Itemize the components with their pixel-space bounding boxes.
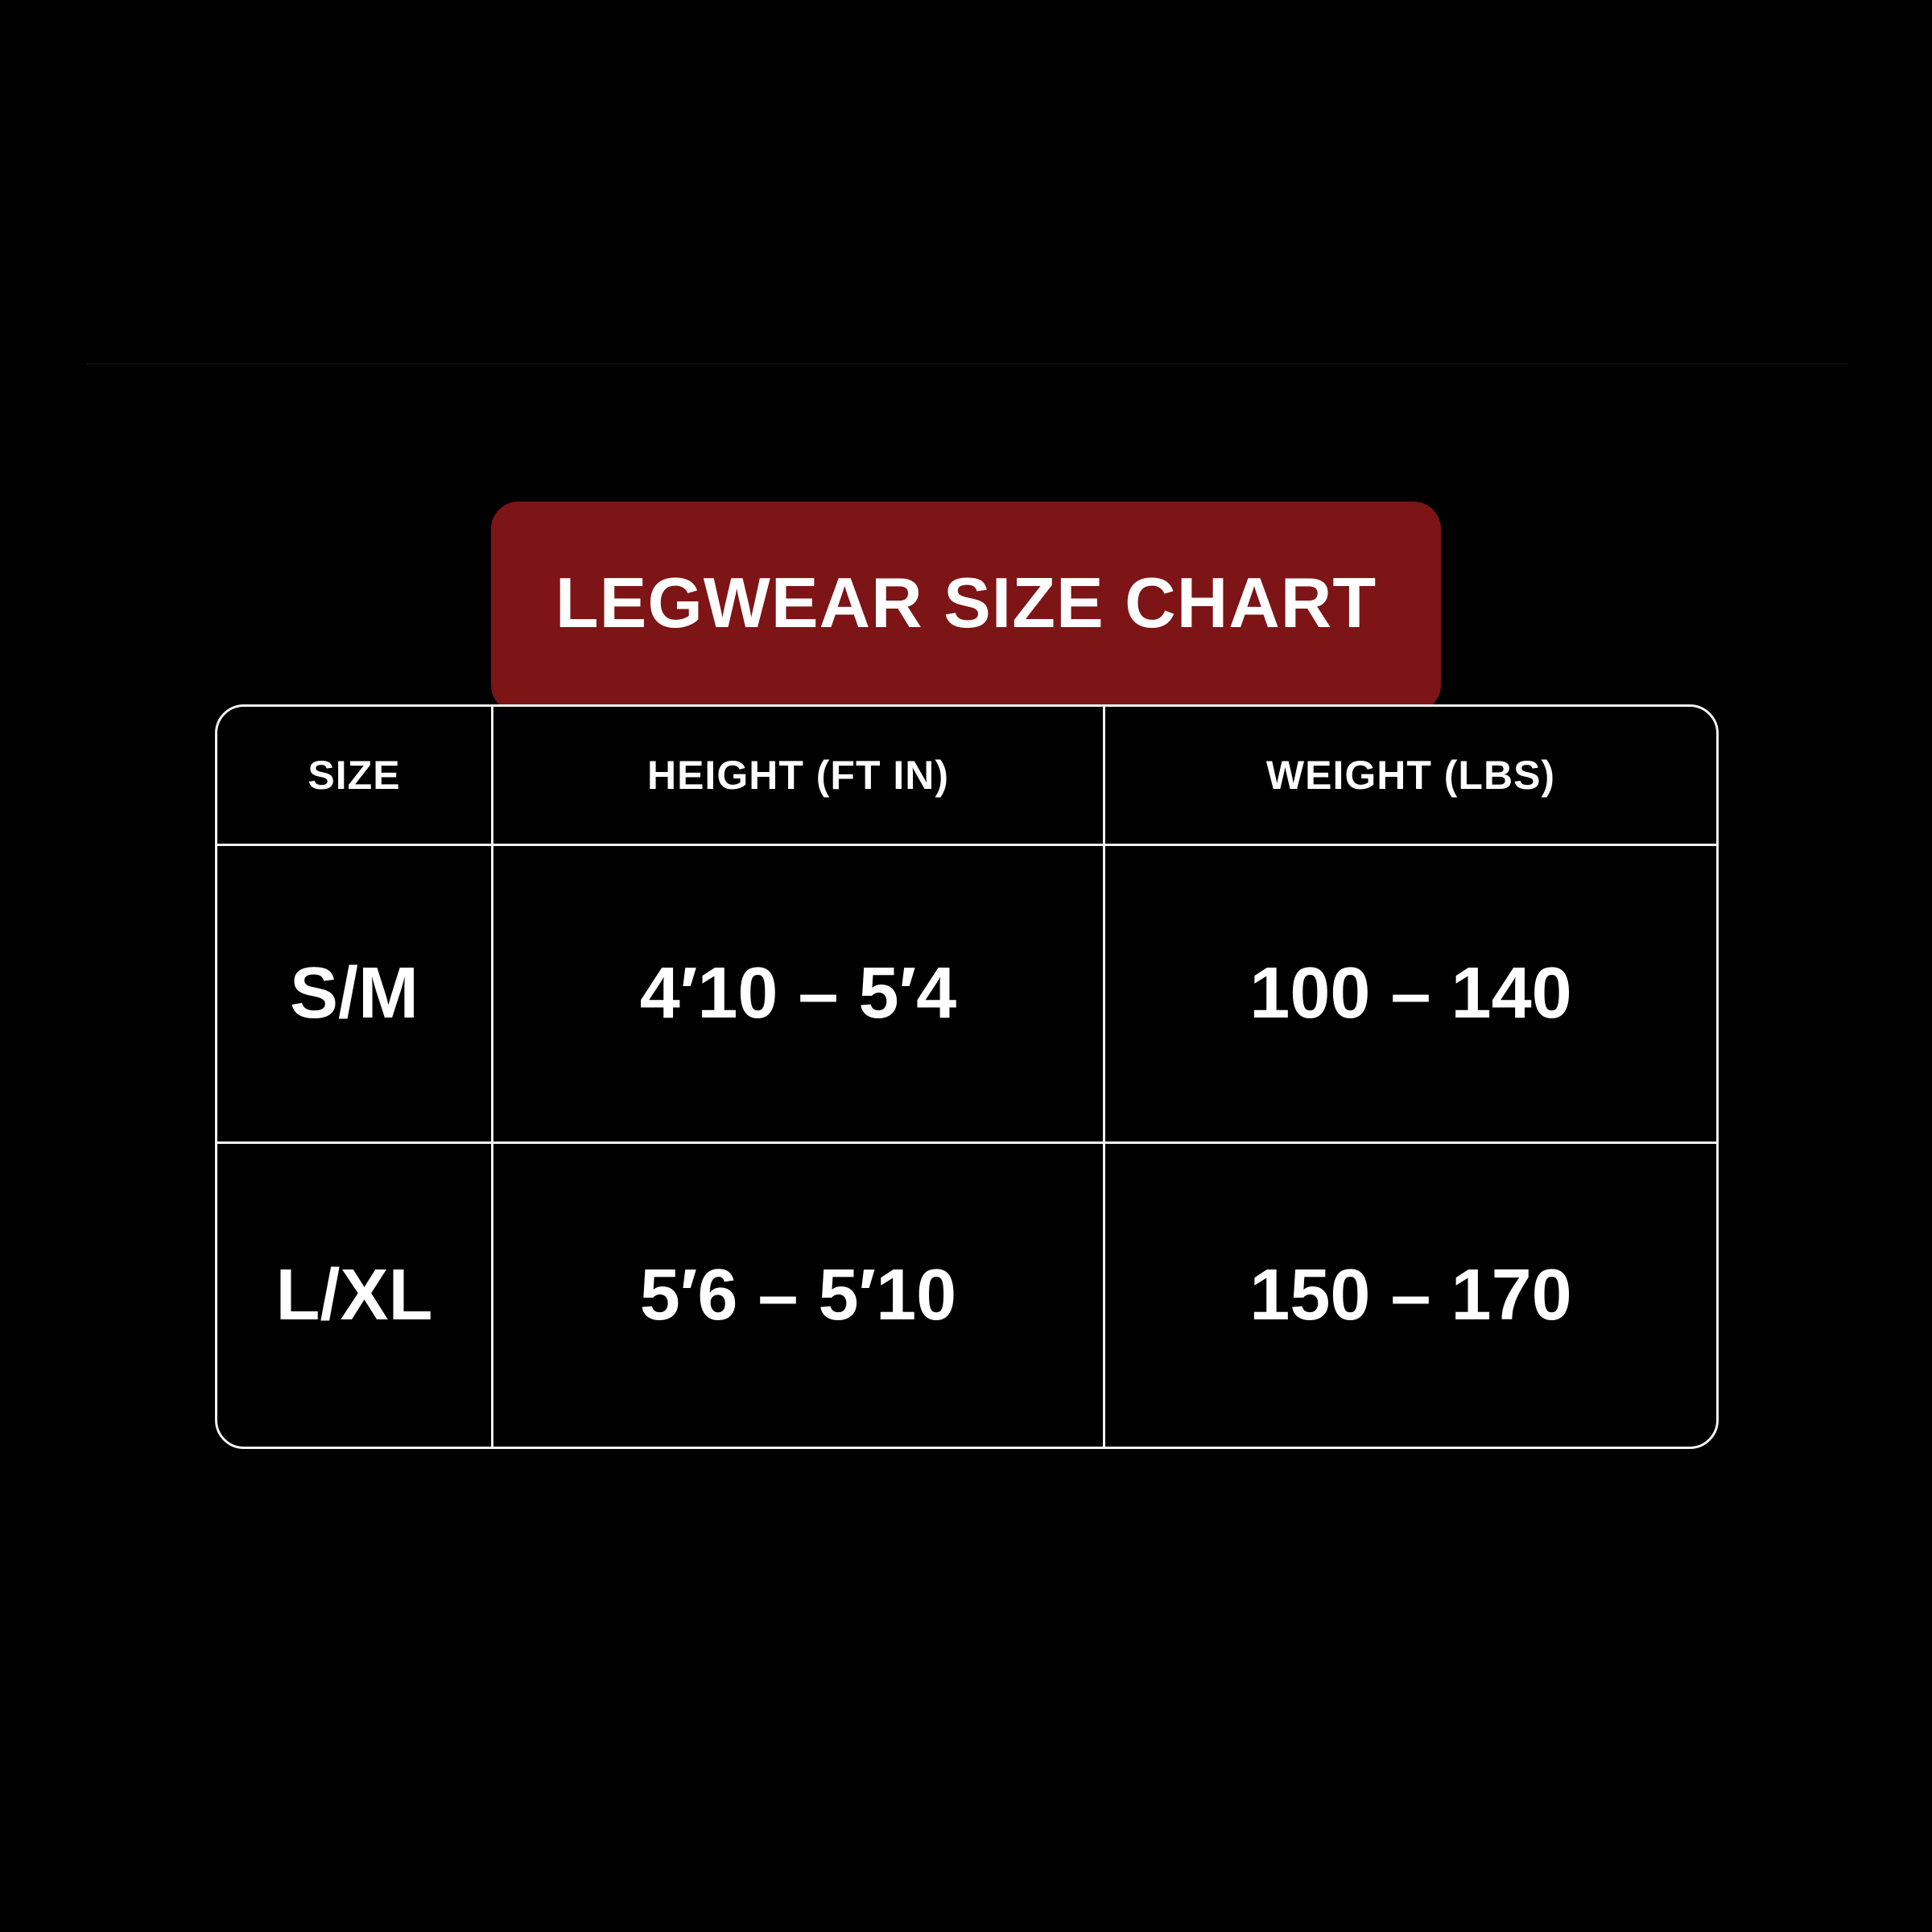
table-cell-weight-sm: 100 – 140 bbox=[1105, 846, 1716, 1144]
size-chart-table: SIZE HEIGHT (FT IN) WEIGHT (LBS) S/M 4′1… bbox=[215, 704, 1719, 1449]
table-cell-size-sm: S/M bbox=[217, 846, 493, 1144]
table-cell-weight-lxl: 150 – 170 bbox=[1249, 1254, 1572, 1335]
column-header-height: HEIGHT (FT IN) bbox=[493, 707, 1105, 846]
table-cell-size-lxl: L/XL bbox=[217, 1144, 493, 1447]
page-title: LEGWEAR SIZE CHART bbox=[555, 563, 1377, 642]
background-seam-line bbox=[87, 363, 1848, 365]
column-header-weight: WEIGHT (LBS) bbox=[1105, 707, 1716, 846]
table-cell-height-sm: 4′10 – 5′4 bbox=[493, 846, 1105, 1144]
column-header-size: SIZE bbox=[217, 707, 493, 846]
table-cell-height-lxl: 5′6 – 5′10 bbox=[493, 1144, 1105, 1447]
title-banner: LEGWEAR SIZE CHART bbox=[491, 502, 1441, 712]
